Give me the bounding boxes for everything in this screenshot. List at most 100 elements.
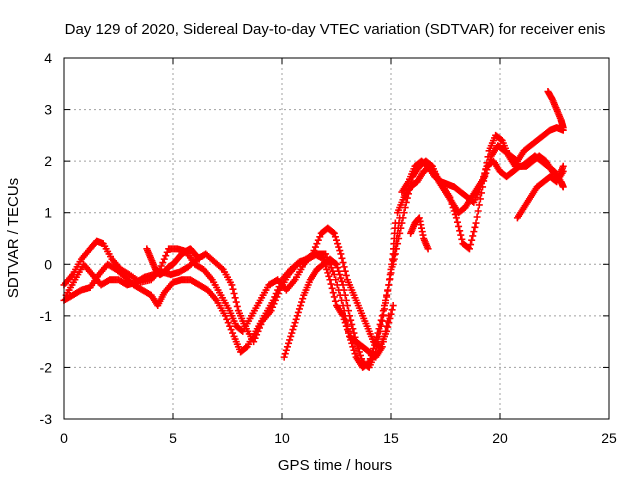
x-axis-label: GPS time / hours (278, 457, 392, 474)
data-point (281, 350, 289, 358)
data-point (452, 214, 460, 222)
data-point (331, 259, 339, 267)
data-point (481, 169, 489, 177)
data-point (316, 233, 324, 241)
data-point (257, 320, 265, 328)
data-point (385, 312, 393, 320)
data-point (274, 290, 282, 298)
data-point (337, 274, 345, 282)
data-point (293, 312, 301, 320)
data-point (324, 269, 332, 277)
data-point (311, 243, 319, 251)
data-point (457, 231, 465, 239)
data-point (449, 204, 457, 212)
y-tick-label: 2 (44, 153, 52, 169)
data-point (467, 241, 475, 249)
data-point (383, 293, 391, 301)
data-point (230, 290, 238, 298)
data-point (458, 235, 466, 243)
data-point (325, 272, 333, 280)
series-11 (407, 214, 432, 253)
data-point (473, 213, 481, 221)
data-point (358, 355, 366, 363)
data-point (339, 259, 347, 267)
data-point (350, 346, 358, 354)
data-point (339, 281, 347, 289)
data-point (335, 267, 343, 275)
data-point (340, 286, 348, 294)
data-point (289, 326, 297, 334)
data-point (253, 331, 261, 339)
x-tick-label: 5 (169, 430, 177, 446)
y-tick-label: 4 (44, 50, 52, 66)
data-point (295, 305, 303, 313)
data-point (354, 345, 362, 353)
data-point (450, 207, 458, 215)
data-point (313, 240, 321, 248)
data-point (330, 293, 338, 301)
data-point (484, 153, 492, 161)
plot-frame (63, 57, 610, 420)
data-point (382, 299, 390, 307)
data-point (447, 197, 455, 205)
data-point (271, 296, 279, 304)
data-point (218, 264, 226, 272)
x-tick-label: 15 (383, 430, 399, 446)
y-tick-label: -1 (40, 308, 53, 324)
data-point (337, 250, 345, 258)
data-point (335, 243, 343, 251)
data-point (270, 300, 278, 308)
data-point (327, 280, 335, 288)
data-point (372, 348, 380, 356)
data-point (160, 255, 168, 263)
data-point (343, 326, 351, 334)
data-point (380, 305, 388, 313)
data-point (341, 291, 349, 299)
data-point (269, 303, 277, 311)
series-5 (389, 124, 567, 268)
data-point (328, 284, 336, 292)
data-point (233, 302, 241, 310)
data-point (350, 329, 358, 337)
data-point (280, 353, 288, 361)
data-point (472, 219, 480, 227)
data-point (351, 333, 359, 341)
data-point (471, 223, 479, 231)
y-tick-label: -2 (40, 359, 53, 375)
data-point (221, 312, 229, 320)
data-point (330, 229, 338, 237)
data-point (397, 224, 405, 232)
data-point (385, 281, 393, 289)
data-point (342, 296, 350, 304)
data-point (352, 338, 360, 346)
data-point (446, 193, 454, 201)
data-point (375, 332, 383, 340)
data-point (342, 271, 350, 279)
data-point (339, 312, 347, 320)
data-point (424, 245, 432, 253)
data-point (299, 295, 307, 303)
data-point (353, 341, 361, 349)
x-tick-label: 10 (274, 430, 290, 446)
data-point (287, 332, 295, 340)
data-point (318, 254, 326, 262)
series-10 (143, 245, 203, 279)
x-tick-label: 25 (601, 430, 617, 446)
data-point (559, 124, 567, 132)
data-point (455, 222, 463, 230)
data-point (465, 245, 473, 253)
y-tick-label: 1 (44, 205, 52, 221)
data-point (331, 297, 339, 305)
data-point (476, 195, 484, 203)
data-point (229, 285, 237, 293)
data-point (294, 308, 302, 316)
data-point (250, 338, 258, 346)
data-point (283, 343, 291, 351)
data-point (298, 298, 306, 306)
data-point (329, 228, 337, 236)
y-tick-label: 3 (44, 102, 52, 118)
data-point (356, 351, 364, 359)
data-point (559, 167, 567, 175)
data-point (384, 323, 392, 331)
